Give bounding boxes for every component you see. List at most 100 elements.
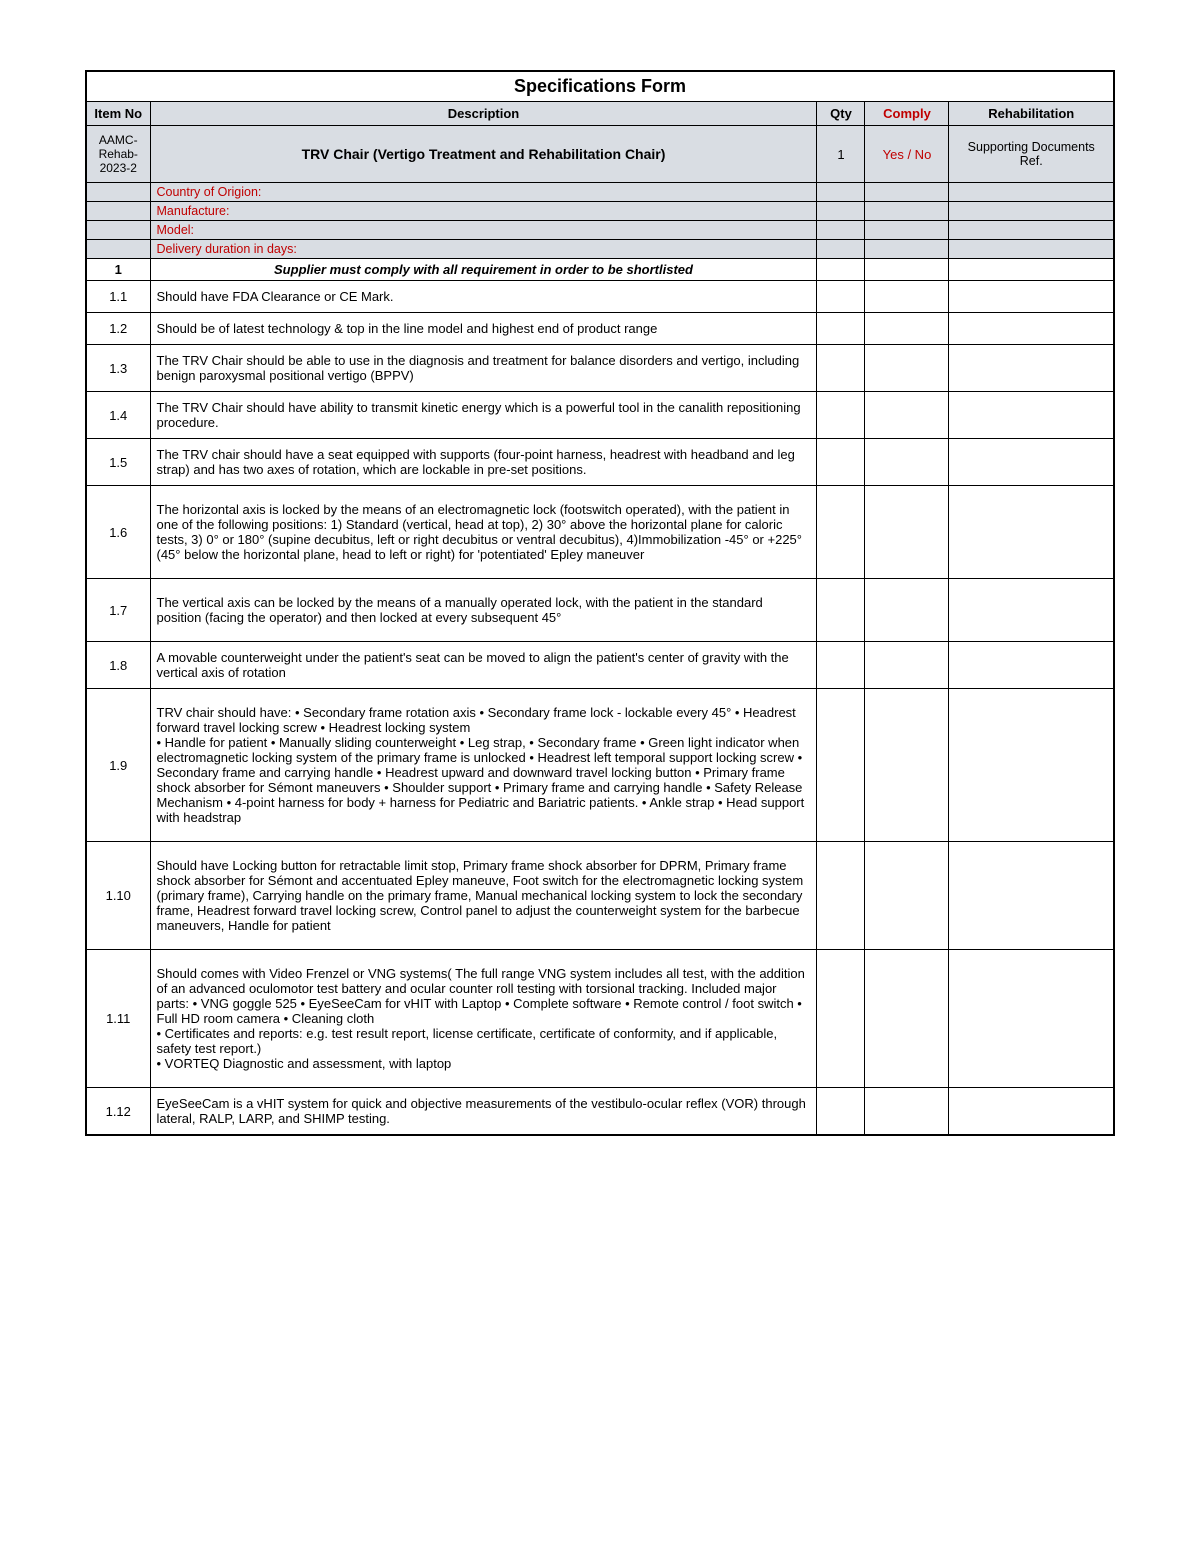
spec-text: The TRV Chair should be able to use in t… — [150, 345, 817, 392]
meta-itemno — [86, 221, 150, 240]
specifications-table: Specifications Form Item No Description … — [85, 70, 1115, 1136]
spec-comply — [865, 439, 949, 486]
spec-docs — [949, 345, 1114, 392]
subheader-comply: Yes / No — [865, 126, 949, 183]
meta-comply — [865, 240, 949, 259]
subheader-row: AAMC-Rehab-2023-2 TRV Chair (Vertigo Tre… — [86, 126, 1114, 183]
meta-label: Manufacture: — [150, 202, 817, 221]
meta-comply — [865, 221, 949, 240]
spec-row: 1.9TRV chair should have: • Secondary fr… — [86, 689, 1114, 842]
spec-text: Should have FDA Clearance or CE Mark. — [150, 281, 817, 313]
requirement-no: 1 — [86, 259, 150, 281]
spec-text: Should have Locking button for retractab… — [150, 842, 817, 950]
spec-qty — [817, 1088, 865, 1136]
meta-row: Country of Origion: — [86, 183, 1114, 202]
spec-qty — [817, 439, 865, 486]
header-docs: Rehabilitation — [949, 102, 1114, 126]
spec-text: Should be of latest technology & top in … — [150, 313, 817, 345]
meta-docs — [949, 202, 1114, 221]
spec-no: 1.3 — [86, 345, 150, 392]
spec-docs — [949, 642, 1114, 689]
requirement-docs — [949, 259, 1114, 281]
spec-comply — [865, 950, 949, 1088]
spec-text: EyeSeeCam is a vHIT system for quick and… — [150, 1088, 817, 1136]
meta-itemno — [86, 183, 150, 202]
spec-no: 1.1 — [86, 281, 150, 313]
spec-comply — [865, 486, 949, 579]
spec-docs — [949, 281, 1114, 313]
spec-no: 1.4 — [86, 392, 150, 439]
spec-qty — [817, 392, 865, 439]
spec-comply — [865, 642, 949, 689]
spec-docs — [949, 950, 1114, 1088]
meta-label: Country of Origion: — [150, 183, 817, 202]
spec-comply — [865, 281, 949, 313]
spec-comply — [865, 392, 949, 439]
subheader-desc: TRV Chair (Vertigo Treatment and Rehabil… — [150, 126, 817, 183]
spec-text: A movable counterweight under the patien… — [150, 642, 817, 689]
spec-docs — [949, 579, 1114, 642]
header-qty: Qty — [817, 102, 865, 126]
spec-docs — [949, 842, 1114, 950]
meta-itemno — [86, 240, 150, 259]
meta-qty — [817, 240, 865, 259]
spec-no: 1.11 — [86, 950, 150, 1088]
meta-comply — [865, 202, 949, 221]
spec-no: 1.8 — [86, 642, 150, 689]
header-comply: Comply — [865, 102, 949, 126]
spec-docs — [949, 392, 1114, 439]
spec-qty — [817, 842, 865, 950]
spec-row: 1.12EyeSeeCam is a vHIT system for quick… — [86, 1088, 1114, 1136]
spec-row: 1.8A movable counterweight under the pat… — [86, 642, 1114, 689]
subheader-itemno: AAMC-Rehab-2023-2 — [86, 126, 150, 183]
meta-docs — [949, 183, 1114, 202]
spec-row: 1.4The TRV Chair should have ability to … — [86, 392, 1114, 439]
spec-row: 1.5The TRV chair should have a seat equi… — [86, 439, 1114, 486]
spec-text: The TRV chair should have a seat equippe… — [150, 439, 817, 486]
meta-row: Manufacture: — [86, 202, 1114, 221]
meta-row: Delivery duration in days: — [86, 240, 1114, 259]
spec-docs — [949, 689, 1114, 842]
meta-itemno — [86, 202, 150, 221]
spec-comply — [865, 579, 949, 642]
spec-no: 1.10 — [86, 842, 150, 950]
meta-docs — [949, 221, 1114, 240]
spec-docs — [949, 486, 1114, 579]
title-row: Specifications Form — [86, 71, 1114, 102]
spec-no: 1.5 — [86, 439, 150, 486]
spec-row: 1.6The horizontal axis is locked by the … — [86, 486, 1114, 579]
spec-qty — [817, 486, 865, 579]
subheader-qty: 1 — [817, 126, 865, 183]
spec-qty — [817, 345, 865, 392]
header-itemno: Item No — [86, 102, 150, 126]
spec-row: 1.1Should have FDA Clearance or CE Mark. — [86, 281, 1114, 313]
meta-row: Model: — [86, 221, 1114, 240]
meta-label: Model: — [150, 221, 817, 240]
subheader-docs: Supporting Documents Ref. — [949, 126, 1114, 183]
spec-row: 1.7The vertical axis can be locked by th… — [86, 579, 1114, 642]
requirement-qty — [817, 259, 865, 281]
spec-text: The vertical axis can be locked by the m… — [150, 579, 817, 642]
meta-label: Delivery duration in days: — [150, 240, 817, 259]
meta-qty — [817, 221, 865, 240]
spec-qty — [817, 579, 865, 642]
spec-no: 1.6 — [86, 486, 150, 579]
spec-no: 1.9 — [86, 689, 150, 842]
spec-comply — [865, 842, 949, 950]
spec-comply — [865, 313, 949, 345]
spec-comply — [865, 1088, 949, 1136]
header-desc: Description — [150, 102, 817, 126]
requirement-row: 1Supplier must comply with all requireme… — [86, 259, 1114, 281]
spec-no: 1.12 — [86, 1088, 150, 1136]
spec-qty — [817, 281, 865, 313]
spec-text: The horizontal axis is locked by the mea… — [150, 486, 817, 579]
spec-qty — [817, 313, 865, 345]
spec-comply — [865, 345, 949, 392]
meta-docs — [949, 240, 1114, 259]
requirement-text: Supplier must comply with all requiremen… — [150, 259, 817, 281]
spec-no: 1.7 — [86, 579, 150, 642]
meta-qty — [817, 202, 865, 221]
spec-qty — [817, 642, 865, 689]
meta-qty — [817, 183, 865, 202]
meta-comply — [865, 183, 949, 202]
